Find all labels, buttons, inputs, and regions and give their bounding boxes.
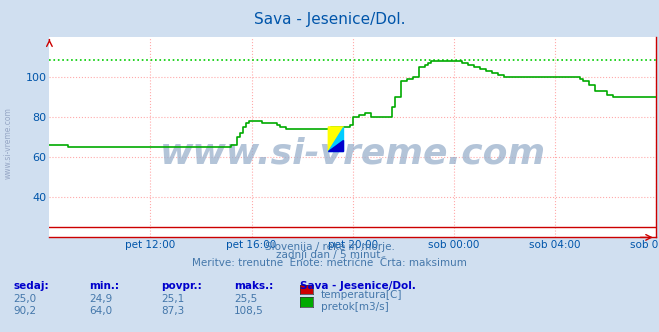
- Polygon shape: [328, 127, 343, 151]
- Text: pretok[m3/s]: pretok[m3/s]: [321, 302, 389, 312]
- Text: Sava - Jesenice/Dol.: Sava - Jesenice/Dol.: [300, 281, 416, 290]
- Text: Meritve: trenutne  Enote: metrične  Črta: maksimum: Meritve: trenutne Enote: metrične Črta: …: [192, 258, 467, 268]
- Text: sedaj:: sedaj:: [13, 281, 49, 290]
- Text: Sava - Jesenice/Dol.: Sava - Jesenice/Dol.: [254, 12, 405, 27]
- Text: maks.:: maks.:: [234, 281, 273, 290]
- Text: 108,5: 108,5: [234, 306, 264, 316]
- Text: zadnji dan / 5 minut.: zadnji dan / 5 minut.: [275, 250, 384, 260]
- Text: www.si-vreme.com: www.si-vreme.com: [3, 107, 13, 179]
- Text: temperatura[C]: temperatura[C]: [321, 290, 403, 300]
- Text: 25,1: 25,1: [161, 294, 185, 304]
- Text: 25,5: 25,5: [234, 294, 257, 304]
- Text: 87,3: 87,3: [161, 306, 185, 316]
- Text: povpr.:: povpr.:: [161, 281, 202, 290]
- Polygon shape: [328, 127, 343, 151]
- Text: 64,0: 64,0: [89, 306, 112, 316]
- Text: 24,9: 24,9: [89, 294, 112, 304]
- Text: 25,0: 25,0: [13, 294, 36, 304]
- Text: min.:: min.:: [89, 281, 119, 290]
- Polygon shape: [328, 140, 343, 151]
- Text: 90,2: 90,2: [13, 306, 36, 316]
- Text: Slovenija / reke in morje.: Slovenija / reke in morje.: [264, 242, 395, 252]
- Text: www.si-vreme.com: www.si-vreme.com: [159, 136, 546, 170]
